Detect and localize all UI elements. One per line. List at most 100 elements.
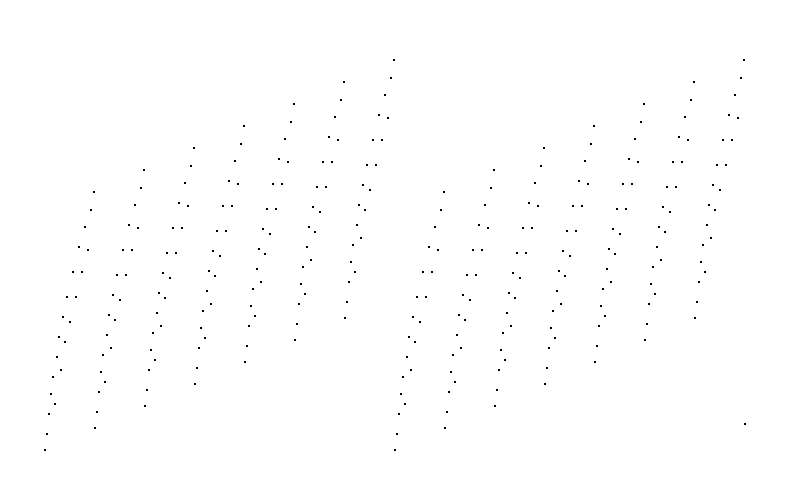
dot <box>428 246 430 248</box>
dot <box>484 204 486 206</box>
dot <box>119 299 121 301</box>
dot <box>202 310 204 312</box>
dot <box>744 423 746 425</box>
dot <box>128 224 130 226</box>
dot <box>244 361 246 363</box>
dot <box>658 226 660 228</box>
dot <box>593 125 595 127</box>
dot <box>550 327 552 329</box>
dot <box>46 433 48 435</box>
dot <box>302 266 304 268</box>
dot <box>272 183 274 185</box>
dot <box>393 59 395 61</box>
dot <box>612 228 614 230</box>
dot <box>94 427 96 429</box>
dot <box>116 274 118 276</box>
dot <box>150 349 152 351</box>
dot <box>602 288 604 290</box>
dot <box>240 143 242 145</box>
dot <box>216 230 218 232</box>
dot <box>475 274 477 276</box>
dot <box>516 252 518 254</box>
dot <box>700 261 702 263</box>
dot <box>690 99 692 101</box>
dot <box>206 290 208 292</box>
dot <box>102 354 104 356</box>
dot <box>600 305 602 307</box>
dot <box>558 270 560 272</box>
dot <box>460 347 462 349</box>
dot <box>562 250 564 252</box>
dot <box>640 121 642 123</box>
dot <box>572 205 574 207</box>
dot <box>140 187 142 189</box>
dot <box>106 334 108 336</box>
dot <box>190 165 192 167</box>
dot <box>425 296 427 298</box>
dot <box>260 281 262 283</box>
dot <box>450 371 452 373</box>
dot <box>278 158 280 160</box>
dot <box>644 339 646 341</box>
dot <box>344 317 346 319</box>
dot <box>472 249 474 251</box>
dot <box>362 184 364 186</box>
dot <box>64 341 66 343</box>
dot <box>712 184 714 186</box>
dot <box>110 347 112 349</box>
dot <box>296 323 298 325</box>
dot <box>254 315 256 317</box>
dot <box>412 316 414 318</box>
dot <box>508 292 510 294</box>
dot <box>458 314 460 316</box>
dot <box>512 272 514 274</box>
dot <box>358 204 360 206</box>
dot <box>352 244 354 246</box>
dot <box>384 94 386 96</box>
dot <box>93 191 95 193</box>
dot <box>681 161 683 163</box>
dot <box>594 361 596 363</box>
dot <box>528 202 530 204</box>
dot <box>228 180 230 182</box>
dot <box>731 139 733 141</box>
dot <box>246 345 248 347</box>
dot <box>687 139 689 141</box>
dot <box>514 297 516 299</box>
dot <box>669 211 671 213</box>
dot <box>137 227 139 229</box>
dot <box>616 208 618 210</box>
dot <box>281 183 283 185</box>
dot <box>319 211 321 213</box>
dot <box>72 271 74 273</box>
dot <box>293 103 295 105</box>
dot <box>631 183 633 185</box>
dot <box>158 292 160 294</box>
dot <box>252 288 254 290</box>
dot <box>262 228 264 230</box>
dot <box>556 290 558 292</box>
dot <box>398 413 400 415</box>
dot <box>258 248 260 250</box>
dot <box>584 160 586 162</box>
dot <box>728 114 730 116</box>
dot <box>304 293 306 295</box>
dot <box>446 411 448 413</box>
dot <box>410 369 412 371</box>
dot <box>387 117 389 119</box>
dot <box>194 383 196 385</box>
dot <box>434 226 436 228</box>
dot <box>214 275 216 277</box>
dot <box>578 180 580 182</box>
dot <box>69 321 71 323</box>
dot <box>546 367 548 369</box>
dot <box>596 345 598 347</box>
dot <box>346 301 348 303</box>
dot <box>443 191 445 193</box>
dot <box>275 208 277 210</box>
dot <box>740 77 742 79</box>
dot <box>148 369 150 371</box>
dot <box>172 227 174 229</box>
dot <box>237 183 239 185</box>
dot <box>628 158 630 160</box>
